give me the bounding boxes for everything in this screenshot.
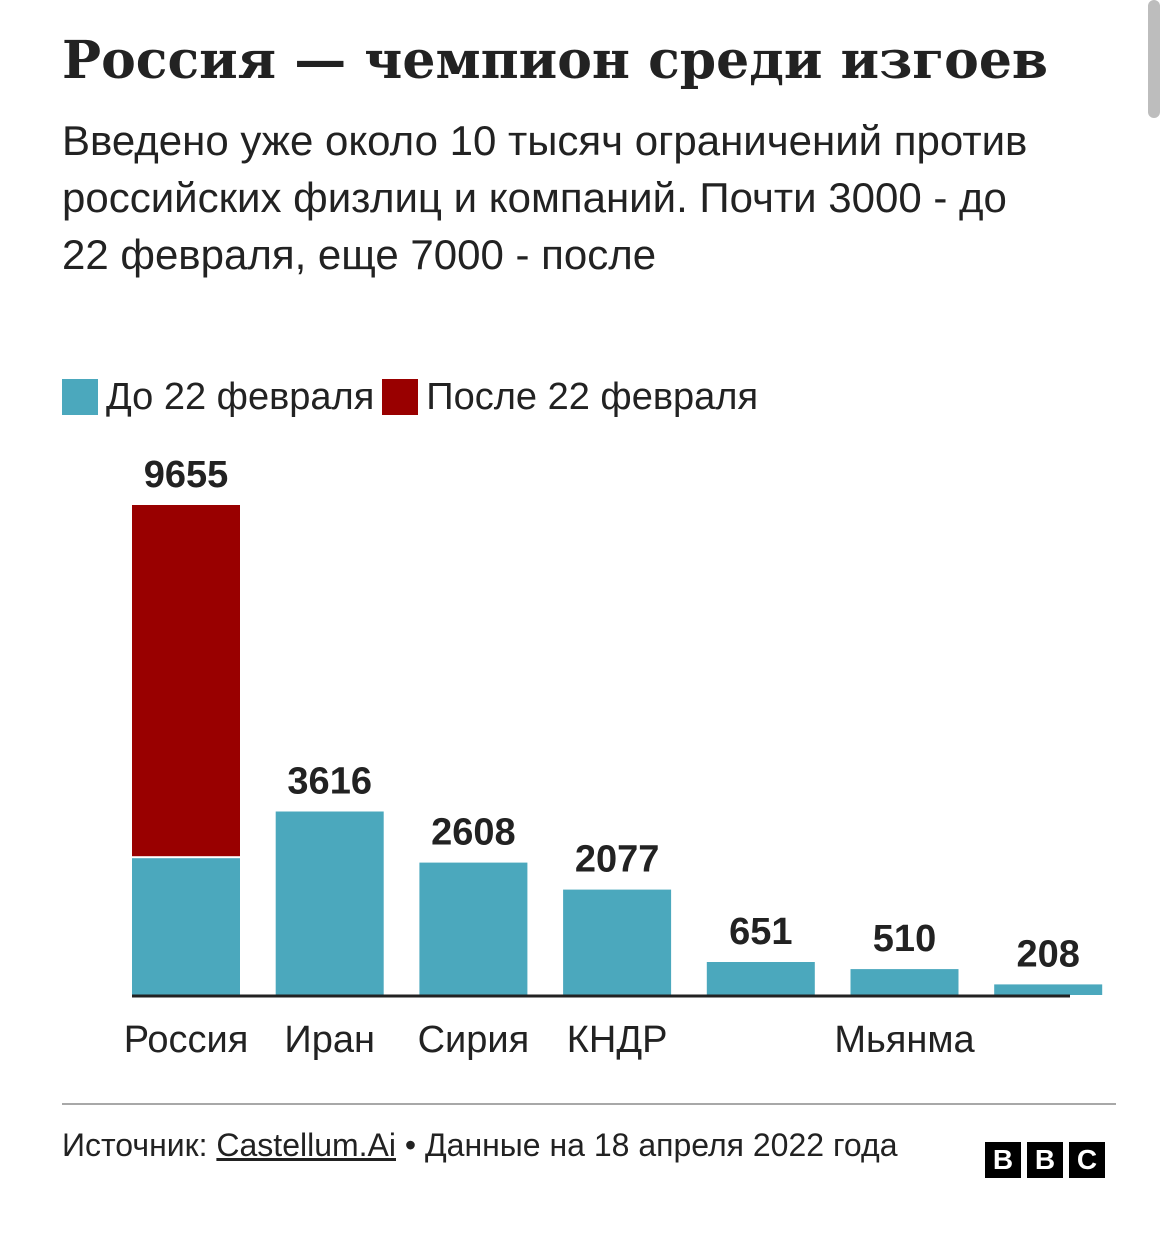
bbc-logo: B B C: [985, 1142, 1111, 1178]
data-label-4: 651: [729, 911, 792, 953]
legend-item-before: До 22 февраля: [62, 376, 374, 419]
category-label-5: Мьянма: [834, 1019, 975, 1061]
data-label-1: 3616: [287, 761, 372, 803]
legend-label-after: После 22 февраля: [426, 375, 759, 418]
bar-before-1: [275, 811, 384, 995]
bar-before-5: [850, 969, 959, 995]
data-label-5: 510: [873, 918, 936, 960]
data-label-0: 9655: [144, 454, 229, 496]
source-note: Источник: Castellum.Ai • Данные на 18 ап…: [62, 1121, 962, 1169]
legend-label-before: До 22 февраля: [106, 375, 375, 418]
bar-before-4: [706, 962, 815, 995]
scrollbar-thumb[interactable]: [1148, 0, 1160, 118]
legend: До 22 февраля После 22 февраля: [62, 372, 766, 422]
bar-before-2: [419, 862, 528, 995]
category-label-2: Сирия: [418, 1019, 530, 1061]
data-label-2: 2608: [431, 812, 516, 854]
legend-swatch-before: [62, 379, 98, 415]
chart-subtitle: Введено уже около 10 тысяч ограничений п…: [62, 117, 1028, 278]
legend-swatch-after: [382, 379, 419, 415]
bbc-logo-block-3: C: [1069, 1142, 1105, 1178]
footer-divider: [62, 1103, 1116, 1105]
data-label-3: 2077: [575, 839, 660, 881]
category-label-0: Россия: [124, 1019, 249, 1061]
category-label-1: Иран: [284, 1019, 375, 1061]
chart-title: Россия — чемпион среди изгоев: [62, 30, 1049, 91]
source-date: • Данные на 18 апреля 2022 года: [396, 1127, 898, 1163]
bar-before-6: [994, 984, 1103, 995]
bar-before-0: [132, 858, 240, 995]
source-prefix: Источник:: [62, 1127, 217, 1163]
bar-chart: 9655 Россия 3616 Иран 2608 Сирия 2077 КНДР 651 51…: [124, 454, 1103, 1061]
source-link[interactable]: Castellum.Ai: [216, 1127, 396, 1163]
category-label-3: КНДР: [567, 1019, 668, 1061]
legend-item-after: После 22 февраля: [382, 376, 758, 419]
data-label-6: 208: [1016, 933, 1079, 975]
bbc-logo-block-2: B: [1027, 1142, 1063, 1178]
bar-before-3: [563, 889, 672, 995]
bar-after-0: [132, 505, 240, 857]
bbc-logo-block-1: B: [985, 1142, 1021, 1178]
